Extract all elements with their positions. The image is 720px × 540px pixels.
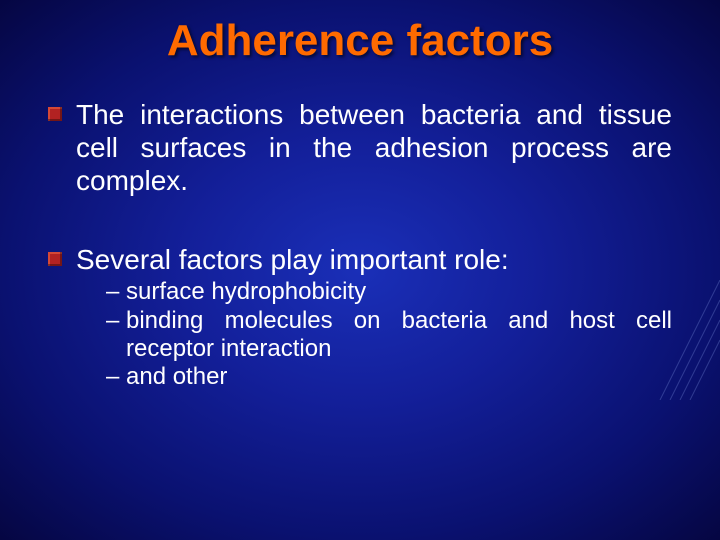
slide: Adherence factors The interactions betwe… — [0, 0, 720, 540]
bullet-list: The interactions between bacteria and ti… — [48, 98, 672, 391]
bullet-text: The interactions between bacteria and ti… — [76, 99, 672, 196]
sub-item-2: and other — [106, 363, 672, 391]
sub-text: binding molecules on bacteria and host c… — [126, 307, 672, 362]
bullet-item-1: Several factors play important role: sur… — [48, 243, 672, 391]
bullet-item-0: The interactions between bacteria and ti… — [48, 98, 672, 197]
sub-text: and other — [126, 363, 227, 390]
sub-item-0: surface hydrophobicity — [106, 278, 672, 306]
bullet-text: Several factors play important role: — [76, 244, 509, 275]
sub-text: surface hydrophobicity — [126, 278, 366, 305]
slide-title: Adherence factors — [48, 18, 672, 64]
sub-item-1: binding molecules on bacteria and host c… — [106, 307, 672, 364]
sub-list: surface hydrophobicity binding molecules… — [106, 278, 672, 391]
